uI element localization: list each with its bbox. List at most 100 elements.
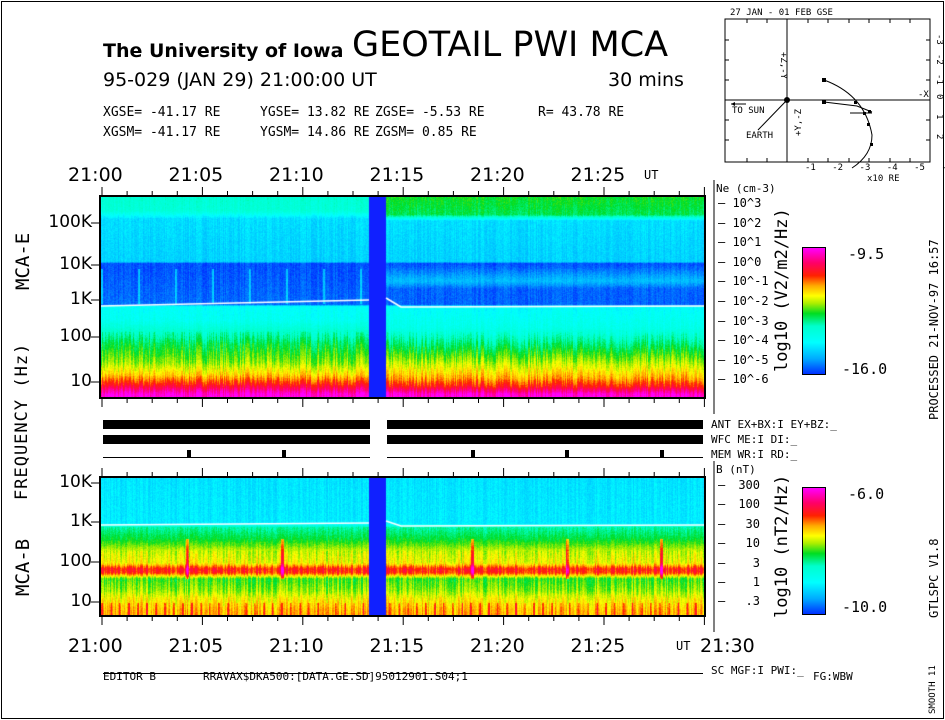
mca-b-freq-tick: 1K: [70, 511, 92, 531]
ne-tick: – 10^-4: [718, 333, 769, 348]
ne-tick: – 10^-2: [718, 294, 769, 308]
ne-tick-label: 10^2: [732, 215, 762, 230]
mca-e-freq-tick: 10: [70, 371, 92, 391]
mem-status: MEM WR:I RD:_: [711, 448, 798, 461]
mca-b-cmin: -10.0: [842, 598, 888, 616]
ne-tick: – 10^2: [718, 215, 762, 230]
mca-b-label: MCA-B: [12, 538, 34, 596]
mca-e-cmax: -9.5: [848, 245, 885, 263]
ne-tick-label: 10^-4: [732, 333, 769, 348]
mca-e-cmin: -16.0: [842, 360, 888, 378]
b-axis-title: B (nT): [716, 463, 756, 476]
mca-b-spectrogram: [101, 477, 704, 616]
mca-e-spectrogram: [101, 196, 704, 398]
mca-b-freq-tick: 10K: [59, 472, 92, 492]
gse-z: ZGSE= -5.53 RE: [375, 105, 485, 120]
gsm-x: XGSM= -41.17 RE: [103, 125, 221, 140]
ant-status-bar: [387, 420, 703, 429]
smooth-stamp: SMOOTH 11: [928, 665, 938, 714]
bottom-time-label: 21:25: [570, 635, 626, 657]
top-time-label: 21:00: [68, 164, 123, 186]
top-time-label: 21:05: [168, 164, 224, 186]
orbit-plot: [724, 18, 931, 169]
version-stamp: GTLSPC V1.8: [927, 538, 941, 618]
earth-label: EARTH: [746, 131, 774, 141]
bottom-time-label: 21:15: [369, 635, 425, 657]
top-time-label: 21:15: [369, 164, 425, 186]
processed-stamp: PROCESSED 21-NOV-97 16:57: [927, 239, 941, 420]
ne-tick: – 10^-6: [718, 372, 769, 387]
mca-e-freq-tick: 1K: [70, 289, 92, 309]
mem-status-line: [387, 457, 703, 458]
date-line: 95-029 (JAN 29) 21:00:00 UT: [103, 69, 377, 91]
orbit-x-unit: x10 RE: [867, 174, 900, 184]
earth-marker: [784, 97, 790, 103]
b-tick: – .3: [718, 594, 760, 609]
bottom-time-label: 21:05: [168, 635, 224, 657]
editor-label: EDITOR B: [103, 670, 156, 683]
mca-e-label: MCA-E: [12, 232, 34, 290]
b-tick: –30: [718, 516, 760, 531]
data-file-path: RRAVAX$DKA500:[DATA.GE.SD]95012901.S04;1: [203, 670, 468, 683]
top-time-label: 21:25: [570, 164, 626, 186]
ne-tick-label: 10^-6: [732, 372, 769, 387]
gsm-z: ZGSM= 0.85 RE: [375, 125, 477, 140]
sc-status: SC MGF:I PWI:_: [711, 664, 804, 677]
orbit-x-ticks: -1 -2 -3 -4 -5 -6: [805, 163, 945, 173]
ne-tick-label: 10^1: [732, 235, 762, 250]
mca-e-freq-tick: 100: [59, 326, 92, 346]
ut-label-bottom: UT: [676, 639, 691, 653]
gse-x: XGSE= -41.17 RE: [103, 105, 221, 120]
ne-tick: – 10^-1: [718, 274, 769, 289]
top-time-label: 21:20: [470, 164, 525, 186]
ne-axis-title: Ne (cm-3): [716, 182, 776, 195]
b-tick: –100: [718, 497, 760, 512]
bottom-time-label: 21:10: [269, 635, 324, 657]
gsm-y: YGSM= 14.86 RE: [260, 125, 370, 140]
b-tick: –3: [718, 555, 760, 570]
b-tick: –1: [718, 575, 760, 589]
ne-tick-label: 10^3: [732, 196, 762, 210]
mem-marker: [471, 450, 475, 458]
b-tick: –10: [718, 536, 760, 551]
sc-status-line: [103, 673, 370, 674]
mem-marker: [565, 450, 569, 458]
bottom-time-label: 21:00: [68, 635, 123, 657]
gse-r: R= 43.78 RE: [538, 105, 625, 120]
ne-tick: – 10^-5: [718, 352, 769, 367]
mem-marker: [660, 450, 664, 458]
ne-tick: – 10^-3: [718, 313, 769, 328]
orbit-title: 27 JAN - 01 FEB GSE: [730, 8, 833, 18]
main-title: GEOTAIL PWI MCA: [352, 25, 669, 65]
top-time-label: 21:10: [269, 164, 324, 186]
duration: 30 mins: [608, 69, 684, 91]
b-tick: –300: [718, 478, 760, 492]
mca-b-cmax: -6.0: [848, 485, 885, 503]
mca-e-colorbar-label: log10 (V2/m2/Hz): [772, 208, 792, 372]
mem-status-line: [103, 457, 370, 458]
ne-tick-label: 10^-2: [732, 294, 769, 308]
ant-status: ANT EX+BX:I EY+BZ:_: [711, 418, 837, 431]
fg-label: FG:WBW: [813, 670, 853, 683]
mca-b-colorbar-label: log10 (nT2/Hz): [772, 474, 792, 618]
ne-tick: – 10^1: [718, 235, 762, 250]
mca-b-freq-tick: 100: [59, 551, 92, 571]
institution: The University of Iowa: [103, 40, 344, 62]
to-sun-label: TO SUN: [732, 106, 765, 116]
gse-y: YGSE= 13.82 RE: [260, 105, 370, 120]
mca-e-freq-tick: 10K: [59, 254, 92, 274]
bottom-time-label: 21:20: [470, 635, 525, 657]
mca-e-freq-tick: 100K: [48, 212, 92, 232]
ne-tick-label: 10^-3: [732, 313, 769, 328]
ne-tick-label: 10^-1: [732, 274, 769, 289]
ut-label-top: UT: [644, 168, 659, 182]
wfc-status-bar: [103, 435, 370, 444]
sc-status-line: [387, 673, 703, 674]
mem-marker: [282, 450, 286, 458]
wfc-status: WFC ME:I DI:_: [711, 433, 798, 446]
bottom-time-label: 21:30: [700, 635, 755, 657]
mca-b-colorbar: [802, 487, 826, 615]
ne-tick-label: 10^-5: [732, 352, 769, 367]
mca-e-colorbar: [802, 247, 826, 375]
